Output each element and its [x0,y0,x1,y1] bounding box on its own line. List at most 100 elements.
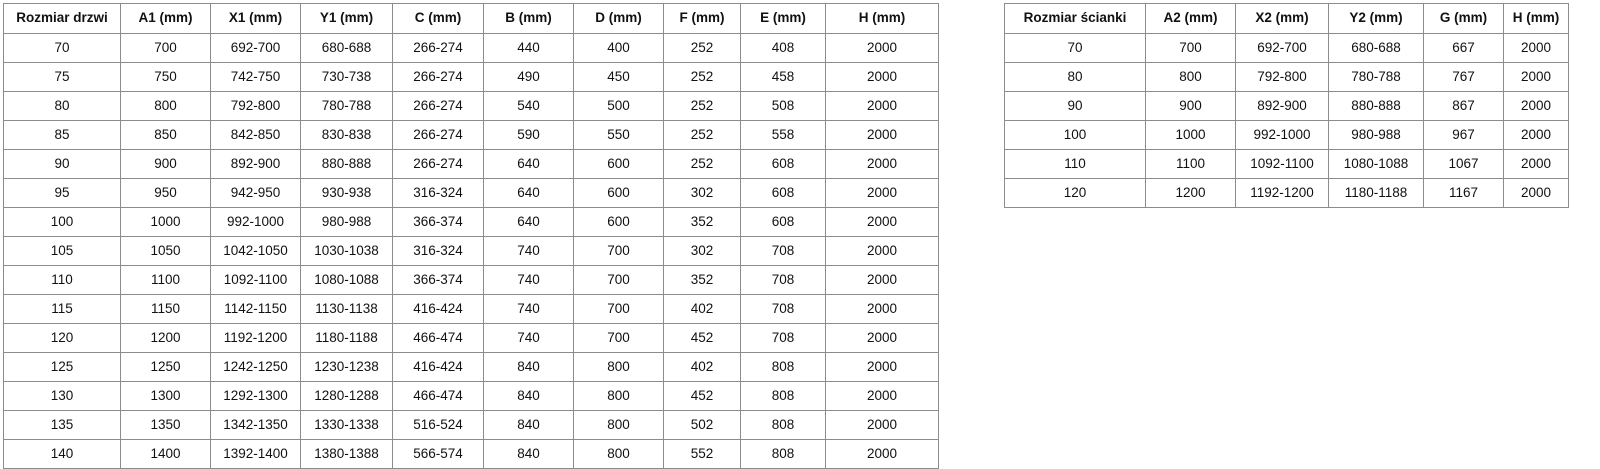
cell: 316-324 [392,178,484,208]
cell: 967 [1423,120,1504,150]
cell: 500 [573,91,664,121]
cell: 408 [740,33,826,63]
table-row: 110 1100 1092-1100 1080-1088 366-374 740 700 35… [3,265,939,295]
column-header-y1: Y1 (mm) [300,3,393,34]
table-row: 120 1200 1192-1200 1180-1188 466-474 740 700 45… [3,323,939,353]
cell: 2000 [825,120,939,150]
cell: 115 [3,294,121,324]
cell: 700 [1145,33,1236,63]
cell: 708 [740,236,826,266]
cell: 830-838 [300,120,393,150]
cell: 90 [3,149,121,179]
cell: 992-1000 [210,207,301,237]
cell: 400 [573,33,664,63]
cell: 135 [3,410,121,440]
cell: 558 [740,120,826,150]
cell: 266-274 [392,33,484,63]
cell: 980-988 [300,207,393,237]
door-size-table: Rozmiar drzwi A1 (mm) X1 (mm) Y1 (mm) C … [3,3,939,469]
cell: 808 [740,352,826,382]
cell: 2000 [825,207,939,237]
cell: 850 [120,120,211,150]
cell: 692-700 [1235,33,1329,63]
cell: 2000 [825,178,939,208]
cell: 992-1000 [1235,120,1329,150]
cell: 1180-1188 [1328,178,1424,208]
table-row: 80 800 792-800 780-788 266-274 540 500 252 508 20… [3,91,939,121]
cell: 352 [663,207,741,237]
cell: 252 [663,120,741,150]
cell: 70 [3,33,121,63]
cell: 508 [740,91,826,121]
cell: 2000 [1503,120,1569,150]
cell: 2000 [1503,91,1569,121]
cell: 730-738 [300,62,393,92]
table-row: 80 800 792-800 780-788 767 2000 [1004,62,1569,92]
cell: 2000 [825,323,939,353]
cell: 252 [663,149,741,179]
table-row: 135 1350 1342-1350 1330-1338 516-524 840 800 50… [3,410,939,440]
cell: 252 [663,91,741,121]
cell: 600 [573,149,664,179]
cell: 2000 [825,381,939,411]
cell: 1192-1200 [210,323,301,353]
cell: 1200 [120,323,211,353]
cell: 552 [663,439,741,469]
cell: 800 [120,91,211,121]
column-header-f: F (mm) [663,3,741,34]
cell: 1050 [120,236,211,266]
cell: 1167 [1423,178,1504,208]
cell: 700 [573,294,664,324]
cell: 1067 [1423,149,1504,179]
cell: 780-788 [300,91,393,121]
table-row: 140 1400 1392-1400 1380-1388 566-574 840 800 55… [3,439,939,469]
cell: 880-888 [300,149,393,179]
cell: 2000 [825,410,939,440]
cell: 2000 [825,294,939,324]
cell: 740 [483,265,574,295]
cell: 100 [1004,120,1146,150]
cell: 352 [663,265,741,295]
cell: 667 [1423,33,1504,63]
cell: 780-788 [1328,62,1424,92]
table-row: 120 1200 1192-1200 1180-1188 1167 2000 [1004,178,1569,208]
cell: 70 [1004,33,1146,63]
cell: 1280-1288 [300,381,393,411]
table-row: 70 700 692-700 680-688 266-274 440 400 252 408 20… [3,33,939,63]
cell: 892-900 [210,149,301,179]
cell: 867 [1423,91,1504,121]
cell: 800 [573,352,664,382]
cell: 700 [573,265,664,295]
cell: 402 [663,294,741,324]
cell: 1080-1088 [1328,149,1424,179]
column-header-h2: H (mm) [1503,3,1569,34]
table-row: 130 1300 1292-1300 1280-1288 466-474 840 800 45… [3,381,939,411]
cell: 1180-1188 [300,323,393,353]
cell: 840 [483,439,574,469]
cell: 80 [3,91,121,121]
cell: 140 [3,439,121,469]
door-size-table-body: 70 700 692-700 680-688 266-274 440 400 252 408 20… [3,33,939,469]
cell: 740 [483,294,574,324]
cell: 767 [1423,62,1504,92]
cell: 1000 [1145,120,1236,150]
cell: 1380-1388 [300,439,393,469]
cell: 85 [3,120,121,150]
cell: 2000 [825,265,939,295]
table-row: 90 900 892-900 880-888 266-274 640 600 252 608 20… [3,149,939,179]
cell: 80 [1004,62,1146,92]
table-row: 85 850 842-850 830-838 266-274 590 550 252 558 20… [3,120,939,150]
cell: 1030-1038 [300,236,393,266]
cell: 466-474 [392,323,484,353]
cell: 252 [663,33,741,63]
cell: 252 [663,62,741,92]
cell: 2000 [825,236,939,266]
cell: 640 [483,178,574,208]
cell: 742-750 [210,62,301,92]
cell: 402 [663,352,741,382]
cell: 2000 [825,439,939,469]
cell: 1392-1400 [210,439,301,469]
cell: 120 [3,323,121,353]
cell: 840 [483,381,574,411]
column-header-c: C (mm) [392,3,484,34]
